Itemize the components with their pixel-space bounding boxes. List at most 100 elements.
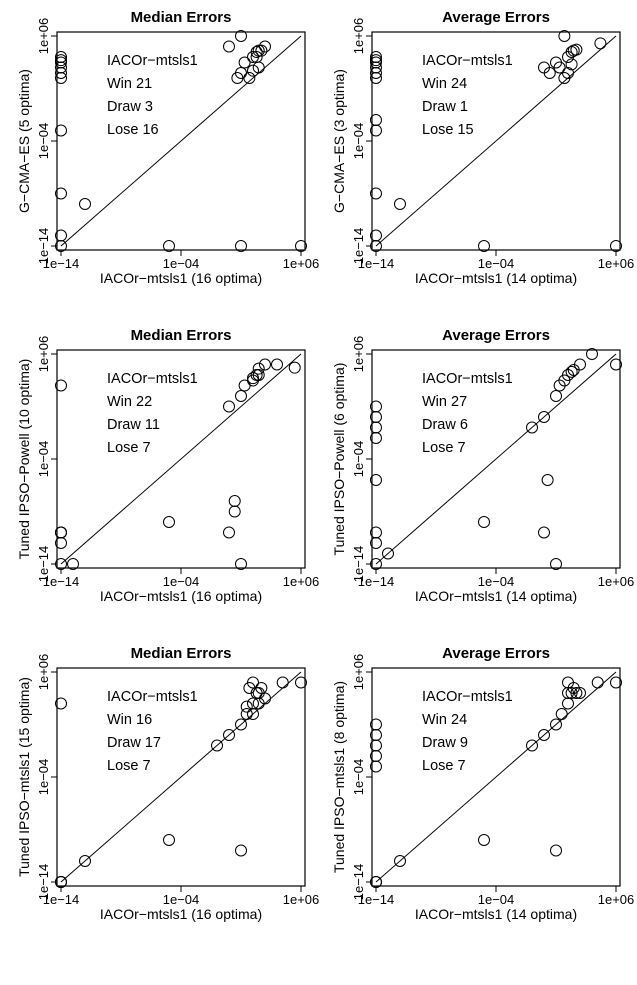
data-point [553, 61, 566, 74]
data-point [271, 358, 283, 371]
data-point [610, 240, 622, 252]
annotation-line: IACOr−mtsls1 [107, 53, 198, 69]
data-point [235, 30, 247, 42]
data-point [228, 505, 241, 518]
data-point [252, 61, 265, 74]
x-axis-label: IACOr−mtsls1 (14 optima) [415, 270, 577, 286]
y-tick-label: 1e−04 [36, 441, 51, 478]
data-point [370, 474, 382, 486]
annotation-line: Win 27 [422, 394, 467, 410]
x-tick-label: 1e−14 [43, 256, 80, 271]
data-point [238, 56, 251, 69]
data-point [259, 358, 271, 371]
data-point [538, 526, 550, 539]
annotation-line: IACOr−mtsls1 [422, 371, 513, 387]
data-point [211, 739, 223, 752]
y-tick-label: 1e−14 [351, 546, 366, 583]
annotation-line: Lose 7 [107, 440, 151, 456]
data-point [562, 687, 574, 699]
data-point [55, 379, 67, 392]
data-point [550, 844, 562, 857]
diagonal-line [375, 35, 617, 247]
data-point [79, 198, 91, 210]
panel-title: Average Errors [442, 645, 550, 662]
data-point [252, 369, 265, 381]
data-point [541, 474, 554, 486]
data-point [370, 421, 382, 434]
y-tick-label: 1e+06 [36, 654, 51, 691]
annotation-line: Draw 9 [422, 735, 468, 751]
x-axis-label: IACOr−mtsls1 (16 optima) [100, 588, 262, 604]
data-point [565, 365, 578, 378]
data-point [247, 697, 259, 710]
x-tick-label: 1e+06 [598, 892, 635, 907]
data-point [247, 372, 259, 385]
data-point [55, 54, 67, 67]
annotation-line: Win 21 [107, 76, 152, 92]
annotation-line: IACOr−mtsls1 [107, 689, 198, 705]
y-tick-label: 1e+06 [351, 654, 366, 691]
data-point [526, 739, 538, 752]
diagonal-line [60, 671, 302, 883]
annotation-line: IACOr−mtsls1 [107, 371, 198, 387]
data-point [223, 40, 235, 53]
y-tick-label: 1e+06 [36, 336, 51, 373]
data-point [394, 855, 406, 867]
data-point [55, 558, 67, 570]
x-tick-label: 1e−14 [358, 574, 395, 589]
y-tick-label: 1e−14 [351, 228, 366, 265]
annotation-line: Draw 17 [107, 735, 161, 751]
annotation-line: Draw 1 [422, 99, 468, 115]
data-point [240, 700, 253, 713]
data-point [243, 72, 256, 84]
y-tick-label: 1e−04 [36, 123, 51, 160]
data-point [370, 876, 382, 888]
data-point [55, 229, 67, 242]
data-point [550, 390, 562, 402]
annotation-line: Win 22 [107, 394, 152, 410]
data-point [240, 708, 253, 720]
annotation-line: Lose 7 [422, 758, 466, 774]
annotation-line: Lose 7 [107, 758, 151, 774]
diagonal-line [60, 35, 302, 247]
x-axis-label: IACOr−mtsls1 (16 optima) [100, 270, 262, 286]
y-axis-label: G−CMA−ES (3 optima) [331, 69, 347, 213]
data-point [55, 697, 67, 710]
data-point [570, 43, 583, 56]
x-axis-label: IACOr−mtsls1 (14 optima) [415, 906, 577, 922]
data-point [67, 558, 79, 570]
data-point [235, 718, 247, 731]
annotation-line: Lose 16 [107, 122, 159, 138]
data-point [235, 844, 247, 857]
y-axis-label: Tuned IPSO−Powell (10 optima) [16, 359, 32, 560]
data-point [394, 198, 406, 210]
data-point [574, 358, 586, 371]
panel-title: Median Errors [131, 327, 232, 344]
data-point [163, 240, 175, 252]
data-point [370, 229, 382, 242]
data-point [370, 400, 382, 413]
data-point [594, 37, 607, 50]
x-tick-label: 1e−04 [163, 256, 200, 271]
data-point [252, 362, 265, 375]
data-point [295, 240, 307, 252]
diagonal-line [375, 353, 617, 565]
panel-title: Average Errors [442, 327, 550, 344]
data-point [591, 676, 604, 689]
panel-title: Average Errors [442, 9, 550, 26]
data-point [55, 51, 67, 63]
y-tick-label: 1e+06 [351, 336, 366, 373]
data-point [235, 390, 247, 402]
data-point [370, 54, 382, 67]
data-point [55, 187, 67, 200]
data-point [574, 687, 586, 699]
data-point [235, 558, 247, 570]
data-point [259, 40, 271, 53]
data-point [538, 411, 550, 423]
data-point [228, 495, 241, 507]
